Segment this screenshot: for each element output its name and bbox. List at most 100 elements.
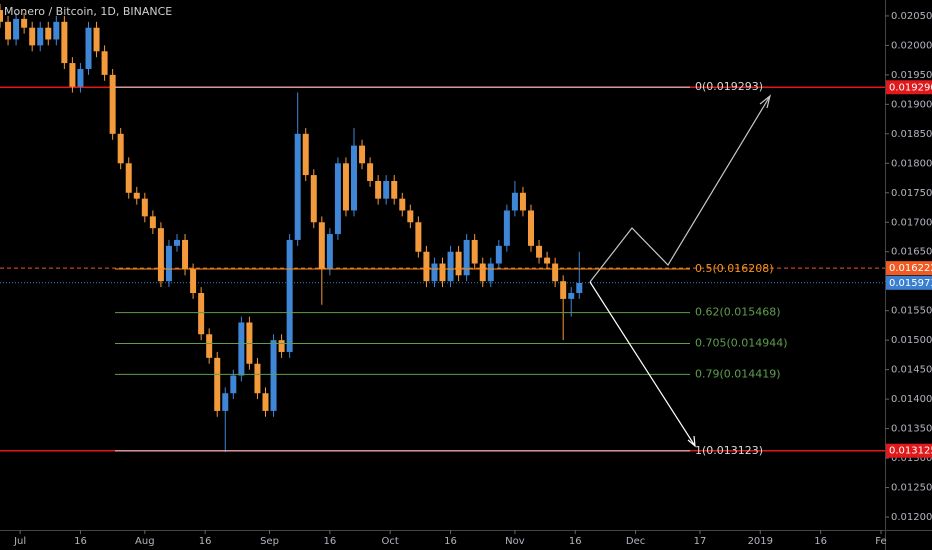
candle-body [536, 245, 543, 258]
candle-body [174, 239, 180, 246]
candle-body [310, 175, 317, 223]
candle-body [463, 239, 470, 276]
candle-body [544, 257, 551, 264]
candle-body [455, 251, 462, 276]
candle-body [190, 269, 197, 294]
x-tick-label: Fe [875, 536, 886, 547]
candle-body [423, 251, 430, 282]
price-label-box [886, 275, 932, 290]
x-tick-label: Jul [13, 536, 26, 547]
candle-body [560, 281, 567, 299]
candle-body [439, 263, 446, 282]
candle-body [0, 10, 3, 22]
candle-body [576, 282, 583, 294]
candle-body [77, 68, 84, 87]
x-tick-label: Dec [626, 536, 645, 547]
candle-body [262, 393, 269, 411]
candle-body [552, 263, 559, 282]
x-tick-label: 2019 [748, 536, 773, 547]
candle-body [125, 163, 132, 193]
x-tick-label: 16 [323, 536, 336, 547]
candle-body [367, 163, 374, 181]
candle-body [109, 74, 116, 134]
candle-body [5, 21, 12, 40]
candle-body [37, 27, 44, 46]
candle-body [182, 239, 189, 270]
x-tick-label: 17 [694, 536, 707, 547]
candle-body [359, 145, 366, 164]
price-label: 0.016222 [889, 263, 932, 274]
candle-body [528, 210, 534, 246]
candle-body [101, 51, 108, 75]
candle-body [286, 239, 293, 352]
candle-body [431, 263, 438, 282]
candle-body [238, 322, 245, 376]
x-tick-label: 16 [569, 536, 582, 547]
candle-body [487, 263, 494, 282]
price-label: 0.015973 [889, 278, 932, 289]
arrow-head [759, 94, 772, 109]
candle-body [334, 163, 341, 235]
fib-label: 0(0.019293) [695, 80, 763, 93]
price-label-box [886, 443, 932, 458]
x-tick-label: 16 [444, 536, 457, 547]
y-tick-label: 0.020500 [891, 11, 932, 22]
candle-body [415, 222, 422, 252]
x-tick-label: Oct [382, 536, 399, 547]
candle-body [141, 198, 148, 217]
x-tick-label: Nov [505, 536, 525, 547]
candle-body [149, 216, 156, 229]
price-label: 0.019290 [889, 82, 932, 93]
plot [0, 4, 885, 453]
x-tick-label: 16 [74, 536, 87, 547]
candle-body [399, 198, 406, 211]
candle-body [568, 293, 575, 299]
candle-body [318, 222, 325, 270]
candle-body [351, 145, 357, 211]
candle-body [391, 180, 398, 199]
candle-body [13, 18, 20, 40]
candle-body [278, 340, 285, 352]
x-tick-label: Sep [260, 536, 279, 547]
candle-body [61, 21, 68, 64]
candle-body [294, 133, 301, 240]
candle-body [342, 163, 349, 211]
candle-body [69, 63, 76, 87]
candle-body [326, 234, 333, 270]
arrow-head [687, 435, 696, 448]
projection-up [589, 95, 771, 283]
x-tick-label: 16 [199, 536, 212, 547]
candle-body [503, 210, 510, 246]
candle-body [53, 21, 60, 40]
candle-body [495, 245, 502, 264]
candle-body [447, 251, 454, 282]
candle-body [302, 133, 309, 176]
candle-body [93, 27, 100, 52]
candle-body [198, 293, 205, 335]
drawings [589, 94, 772, 448]
candle-body [214, 357, 221, 411]
price-label-box [886, 80, 932, 95]
candle-body [270, 340, 277, 411]
candle-body [133, 192, 140, 199]
candle-body [157, 228, 164, 282]
candle-body [511, 192, 518, 211]
fib-label: 0.5(0.016208) [695, 262, 774, 275]
candle-body [222, 393, 229, 411]
candle-body [45, 27, 52, 40]
